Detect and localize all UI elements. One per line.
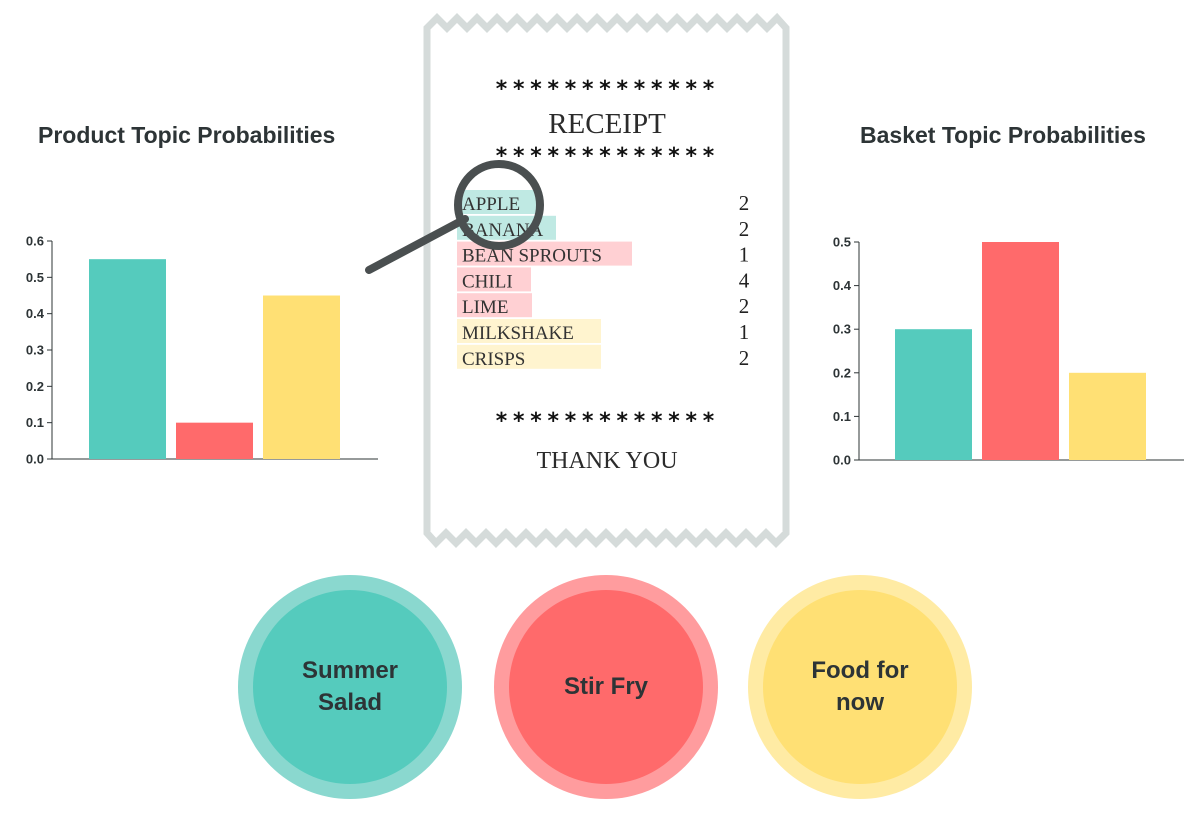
- receipt-stars-mid: *************: [495, 144, 719, 169]
- receipt-item-name: CRISPS: [462, 349, 525, 370]
- receipt-stars-top: *************: [495, 77, 719, 102]
- receipt-item-highlight: [457, 267, 531, 292]
- topic-summer-salad-label: Summer Salad: [253, 590, 447, 784]
- receipt-item-qty: 2: [739, 294, 750, 318]
- receipt-item-highlight: [457, 344, 601, 369]
- basket-chart-y-tick-label: 0.1: [833, 409, 851, 424]
- magnifier-icon: [365, 160, 544, 274]
- receipt-item-highlight: [457, 319, 601, 343]
- receipt-stars-bottom: *************: [495, 409, 719, 434]
- basket-chart-y-tick-label: 0.2: [833, 365, 851, 380]
- product-chart-bar-3: [263, 295, 340, 459]
- topic-summer-salad: Summer Salad: [238, 575, 462, 799]
- receipt-item-qty: 2: [739, 191, 750, 215]
- topic-food-for-now: Food for now: [748, 575, 972, 799]
- product-chart-y-tick-label: 0.0: [26, 452, 44, 467]
- basket-chart-y-tick-label: 0.0: [833, 453, 851, 468]
- product-chart-bar-2: [176, 422, 253, 459]
- product-chart-bar-1: [89, 259, 166, 459]
- receipt-item-name: MILKSHAKE: [462, 323, 574, 344]
- product-chart-y-tick-label: 0.1: [26, 415, 44, 430]
- product-chart-y-tick-label: 0.5: [26, 270, 44, 285]
- receipt-item-highlight: [457, 190, 537, 214]
- product-chart-y-tick-label: 0.6: [26, 234, 44, 249]
- product-chart-y-tick-label: 0.4: [26, 306, 45, 321]
- receipt-item-name: APPLE: [462, 194, 520, 215]
- receipt-item-qty: 2: [739, 217, 750, 241]
- topic-stir-fry-label: Stir Fry: [509, 590, 703, 784]
- topic-food-for-now-label: Food for now: [763, 590, 957, 784]
- receipt-item-qty: 1: [739, 243, 750, 267]
- basket-chart-y-tick-label: 0.5: [833, 235, 851, 250]
- receipt-item-name: LIME: [462, 297, 508, 318]
- product-chart-y-tick-label: 0.2: [26, 379, 44, 394]
- basket-chart-bar-3: [1069, 372, 1146, 460]
- receipt-footer: THANK YOU: [536, 448, 677, 474]
- receipt-item-name: CHILI: [462, 271, 513, 292]
- receipt-item-highlight: [457, 293, 532, 318]
- basket-chart-bar-2: [982, 242, 1059, 460]
- basket-chart-y-tick-label: 0.3: [833, 322, 851, 337]
- receipt-item-qty: 4: [739, 268, 750, 292]
- basket-chart-y-tick-label: 0.4: [833, 278, 852, 293]
- product-chart-y-tick-label: 0.3: [26, 343, 44, 358]
- topic-stir-fry: Stir Fry: [494, 575, 718, 799]
- basket-topic-chart-title: Basket Topic Probabilities: [860, 122, 1146, 148]
- receipt-item-qty: 2: [739, 346, 750, 370]
- receipt-item-name: BEAN SPROUTS: [462, 246, 602, 267]
- product-topic-chart-title: Product Topic Probabilities: [38, 122, 336, 148]
- receipt-paper: [423, 12, 790, 549]
- basket-chart-bar-1: [895, 329, 972, 460]
- receipt-title: RECEIPT: [548, 108, 666, 140]
- receipt-item-qty: 1: [739, 320, 750, 344]
